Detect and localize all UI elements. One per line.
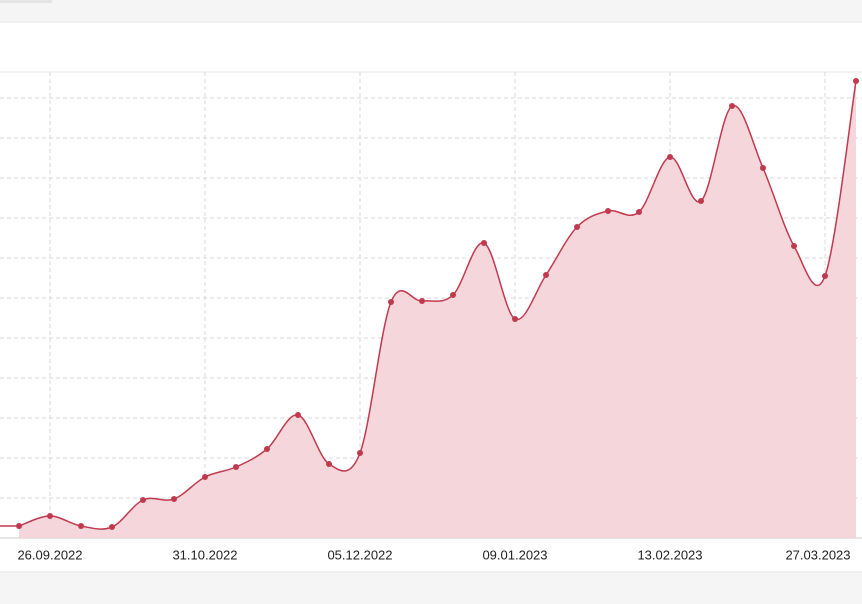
- point: [16, 523, 22, 529]
- point: [698, 198, 704, 204]
- point: [140, 497, 146, 503]
- point: [47, 513, 53, 519]
- point: [419, 298, 425, 304]
- point: [574, 224, 580, 230]
- point: [202, 474, 208, 480]
- point: [822, 273, 828, 279]
- point: [171, 496, 177, 502]
- point: [636, 209, 642, 215]
- x-tick-label: 13.02.2023: [637, 547, 702, 562]
- tab: [0, 0, 52, 3]
- point: [450, 292, 456, 298]
- point: [543, 272, 549, 278]
- point: [326, 461, 332, 467]
- x-tick-label: 09.01.2023: [482, 547, 547, 562]
- point: [357, 450, 363, 456]
- point: [512, 316, 518, 322]
- point: [233, 464, 239, 470]
- point: [605, 208, 611, 214]
- point: [791, 243, 797, 249]
- point: [109, 524, 115, 530]
- point: [667, 154, 673, 160]
- x-tick-label: 05.12.2022: [327, 547, 392, 562]
- x-tick-label: 27.03.2023: [785, 547, 850, 562]
- point: [853, 78, 859, 84]
- area: [19, 81, 856, 538]
- point: [295, 412, 301, 418]
- point: [729, 103, 735, 109]
- x-tick-label: 31.10.2022: [172, 547, 237, 562]
- point: [388, 299, 394, 305]
- point: [264, 446, 270, 452]
- point: [78, 523, 84, 529]
- point: [481, 240, 487, 246]
- point: [760, 165, 766, 171]
- x-tick-label: 26.09.2022: [17, 547, 82, 562]
